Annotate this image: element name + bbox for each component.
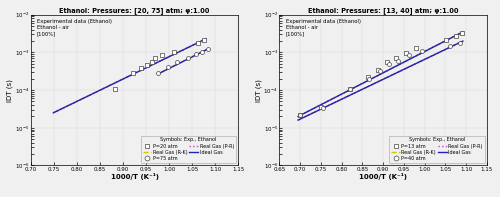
Point (412, 46, 420, 50)
Title: Ethanol: Pressures: [20, 75] atm; φ:1.00: Ethanol: Pressures: [20, 75] atm; φ:1.00 (60, 7, 210, 14)
Point (376, 70, 384, 73)
Point (452, 34, 460, 37)
Point (446, 44, 454, 47)
Point (174, 61, 182, 64)
Legend: P=20 atm, Real Gas (R-K), P=75 atm, Real Gas (P-R), Ideal Gas: P=20 atm, Real Gas (R-K), P=75 atm, Real… (140, 136, 236, 163)
Text: Experimental data (Ethanol)
Ethanol - air
[100%]: Experimental data (Ethanol) Ethanol - ai… (286, 19, 360, 36)
Point (317, 106, 325, 109)
Point (402, 52, 410, 55)
Point (394, 59, 402, 62)
Point (138, 67, 145, 70)
Point (111, 88, 119, 91)
Point (148, 61, 156, 64)
Point (200, 38, 208, 41)
Point (198, 50, 206, 53)
Point (128, 72, 136, 75)
X-axis label: 1000/T (K⁻¹): 1000/T (K⁻¹) (110, 173, 158, 180)
Legend: P=13 atm, Real Gas (R-K), P=40 atm, Real Gas (P-R), Ideal Gas: P=13 atm, Real Gas (R-K), P=40 atm, Real… (390, 136, 484, 163)
Point (384, 61, 392, 64)
Y-axis label: IDT (s): IDT (s) (7, 79, 14, 101)
Point (204, 48, 212, 51)
Point (319, 107, 327, 110)
Point (194, 41, 202, 44)
Point (152, 57, 160, 60)
Point (143, 63, 151, 66)
Point (192, 53, 200, 56)
Point (458, 32, 466, 35)
X-axis label: 1000/T (K⁻¹): 1000/T (K⁻¹) (359, 173, 407, 180)
Point (442, 38, 450, 41)
Point (406, 54, 413, 57)
Point (346, 88, 354, 91)
Point (296, 113, 304, 116)
Point (296, 113, 304, 116)
Point (418, 49, 426, 52)
Point (184, 57, 192, 60)
Point (364, 76, 372, 79)
Title: Ethanol: Pressures: [13, 40] atm; φ:1.00: Ethanol: Pressures: [13, 40] atm; φ:1.00 (308, 7, 458, 14)
Point (374, 68, 382, 71)
Point (154, 72, 162, 75)
Text: Experimental data (Ethanol)
Ethanol - air
[100%]: Experimental data (Ethanol) Ethanol - ai… (37, 19, 112, 36)
Y-axis label: IDT (s): IDT (s) (256, 79, 262, 101)
Point (386, 63, 394, 66)
Point (158, 54, 166, 57)
Point (392, 57, 400, 60)
Point (164, 66, 172, 69)
Point (364, 77, 372, 80)
Point (346, 87, 354, 90)
Point (170, 51, 177, 54)
Point (456, 41, 464, 44)
